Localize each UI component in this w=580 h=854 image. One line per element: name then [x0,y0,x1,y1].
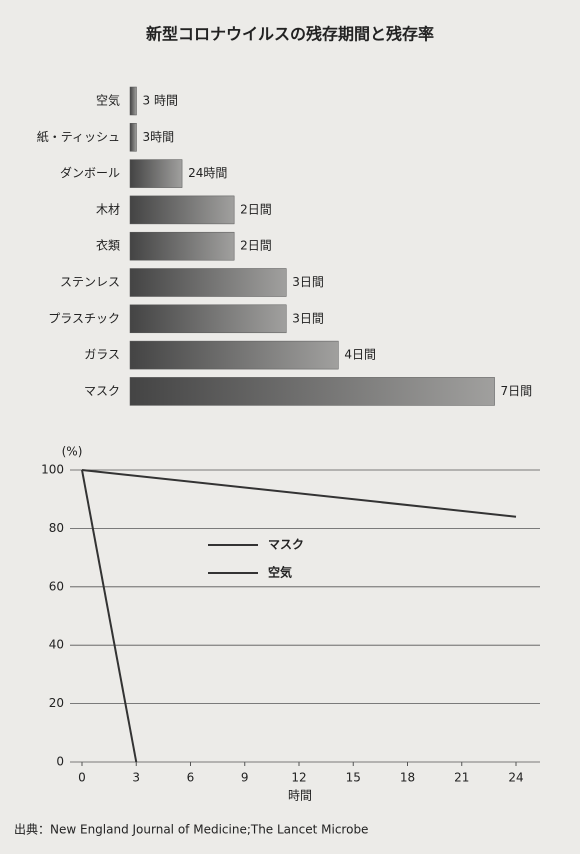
y-tick-label: 60 [49,579,64,593]
x-axis-label: 時間 [288,789,312,803]
x-tick-label: 21 [454,771,469,785]
value-label: 2日間 [240,202,272,216]
y-tick-label: 80 [49,521,64,535]
x-tick-label: 12 [291,771,306,785]
y-tick-label: 40 [49,638,64,652]
category-label: 衣類 [96,238,120,253]
category-label: 空気 [96,93,120,108]
value-label: 24時間 [188,166,227,180]
category-label: 紙・ティッシュ [37,129,120,144]
y-tick-label: 20 [49,696,64,710]
x-tick-label: 6 [187,771,195,785]
value-label: 4日間 [344,348,376,362]
line-series [81,469,517,518]
bar [129,159,183,188]
bar [129,231,235,261]
bar [129,268,287,297]
bar [129,195,235,225]
category-label: マスク [84,384,120,398]
category-label: ダンボール [60,165,120,180]
value-label: 3日間 [292,275,324,289]
source: 出典：New England Journal of Medicine;The L… [14,823,368,837]
bar [129,123,137,152]
value-label: 7日間 [501,384,533,398]
value-label: 3 時間 [143,94,178,108]
line-series [81,469,138,763]
x-tick-label: 3 [132,771,140,785]
value-label: 3日間 [292,311,324,325]
x-tick-label: 0 [78,771,86,785]
y-tick-label: 0 [56,755,64,769]
bar [129,377,495,406]
bar [129,340,339,370]
x-tick-label: 18 [400,771,415,785]
category-label: ガラス [84,348,120,362]
chart-title: 新型コロナウイルスの残存期間と残存率 [146,25,434,44]
x-tick-label: 24 [508,771,523,785]
x-tick-label: 15 [346,771,361,785]
y-tick-label: 100 [41,463,64,477]
y-axis-label: (%) [62,445,83,459]
category-label: 木材 [96,202,120,216]
bar [129,304,287,334]
x-tick-label: 9 [241,771,249,785]
value-label: 2日間 [240,239,272,253]
legend-label: マスク [268,538,304,552]
value-label: 3時間 [143,130,175,144]
category-label: プラスチック [48,311,120,325]
legend-label: 空気 [268,565,292,580]
bar [129,86,137,116]
category-label: ステンレス [60,275,120,289]
